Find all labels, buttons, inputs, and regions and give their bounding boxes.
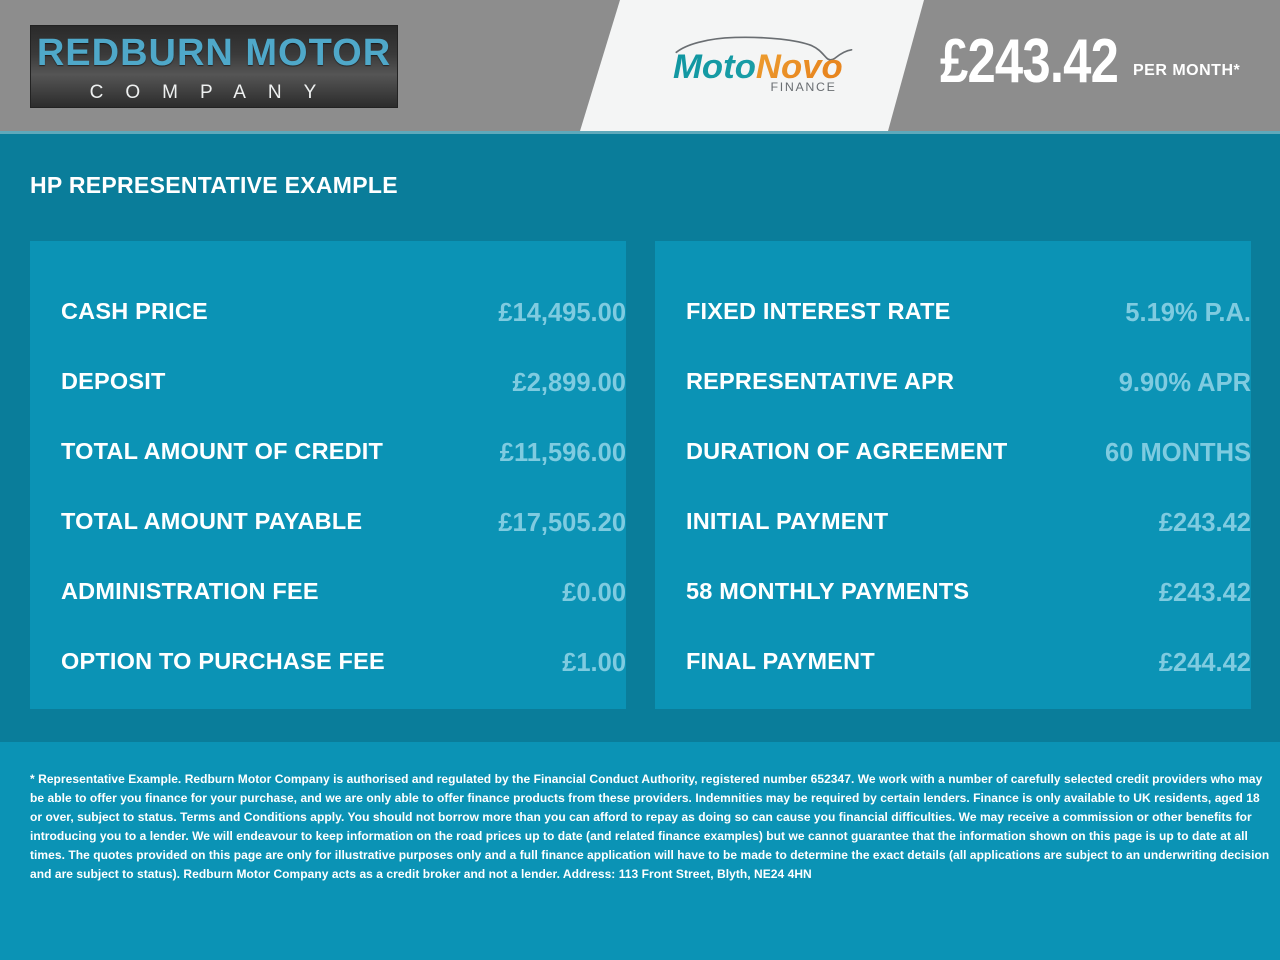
- svg-text:FINANCE: FINANCE: [771, 80, 837, 92]
